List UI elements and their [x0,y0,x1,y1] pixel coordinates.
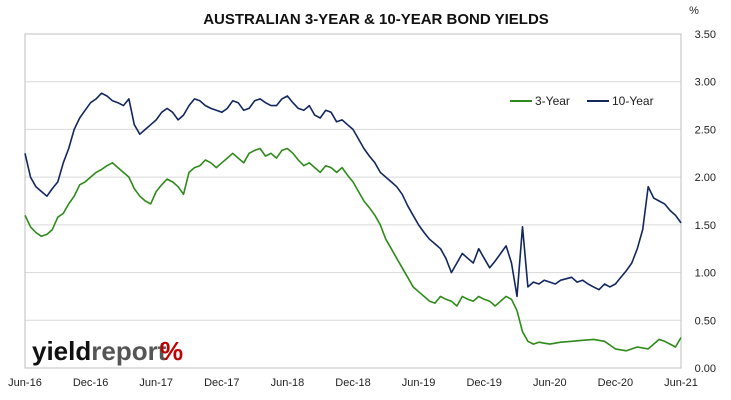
x-tick-label: Jun-19 [402,377,436,389]
x-tick-label: Dec-17 [204,377,239,389]
svg-text:yieldreport: yieldreport [32,336,167,366]
x-tick-label: Dec-16 [73,377,108,389]
x-tick-label: Dec-20 [598,377,633,389]
series-line-3-year [24,147,682,352]
y-tick-label: 3.50 [695,29,716,41]
x-tick-label: Dec-18 [335,377,370,389]
x-tick-label: Jun-16 [8,377,42,389]
legend-label: 3-Year [535,94,570,108]
series-lines [24,92,682,352]
y-tick-label: 0.00 [695,363,716,375]
y-tick-label: 1.50 [695,220,716,232]
logo-yield-text: yield [32,336,91,366]
plot-area-frame [24,33,682,369]
x-tick-label: Jun-20 [533,377,567,389]
y-tick-label: 3.00 [695,77,716,89]
yieldreport-logo: yieldreport % [32,336,183,366]
series-line-10-year [24,92,682,298]
legend: 3-Year 10-Year [510,94,654,108]
y-axis-ticks: 0.00 0.50 1.00 1.50 2.00 2.50 3.00 3.50 [695,29,716,375]
y-tick-label: 2.50 [695,124,716,136]
chart-title: AUSTRALIAN 3-YEAR & 10-YEAR BOND YIELDS [203,11,549,28]
y-tick-label: 0.50 [695,315,716,327]
y-axis-unit-label: % [689,5,699,17]
x-axis-ticks: Jun-16 Dec-16 Jun-17 Dec-17 Jun-18 Dec-18 Jun-… [8,377,698,389]
x-tick-label: Jun-17 [139,377,173,389]
y-tick-label: 2.00 [695,172,716,184]
x-tick-label: Dec-19 [466,377,501,389]
logo-report-text: report [91,336,166,366]
y-tick-label: 1.00 [695,268,716,280]
x-tick-label: Jun-21 [664,377,698,389]
gridlines [25,81,681,321]
legend-label: 10-Year [612,94,654,108]
logo-percent-text: % [160,336,183,366]
x-tick-label: Jun-18 [271,377,305,389]
